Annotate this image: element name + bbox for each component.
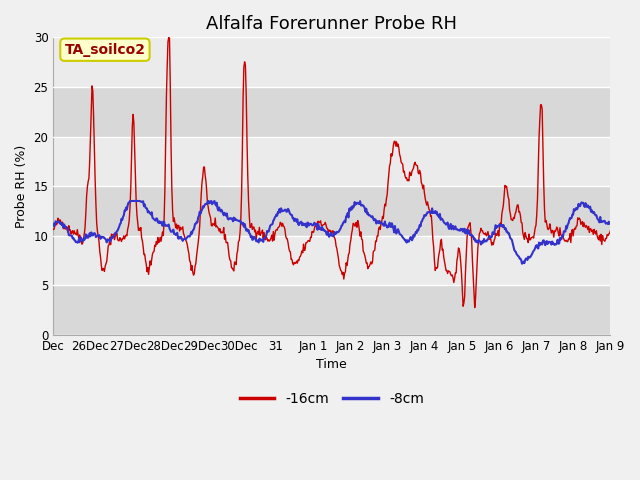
Text: TA_soilco2: TA_soilco2 bbox=[65, 43, 145, 57]
Bar bbox=[53, 136, 611, 186]
Bar bbox=[53, 87, 611, 136]
Bar bbox=[53, 186, 611, 236]
Bar bbox=[53, 37, 611, 87]
Bar bbox=[53, 285, 611, 335]
X-axis label: Time: Time bbox=[316, 358, 347, 371]
Legend: -16cm, -8cm: -16cm, -8cm bbox=[234, 386, 429, 411]
Y-axis label: Probe RH (%): Probe RH (%) bbox=[15, 144, 28, 228]
Title: Alfalfa Forerunner Probe RH: Alfalfa Forerunner Probe RH bbox=[206, 15, 458, 33]
Bar bbox=[53, 236, 611, 285]
